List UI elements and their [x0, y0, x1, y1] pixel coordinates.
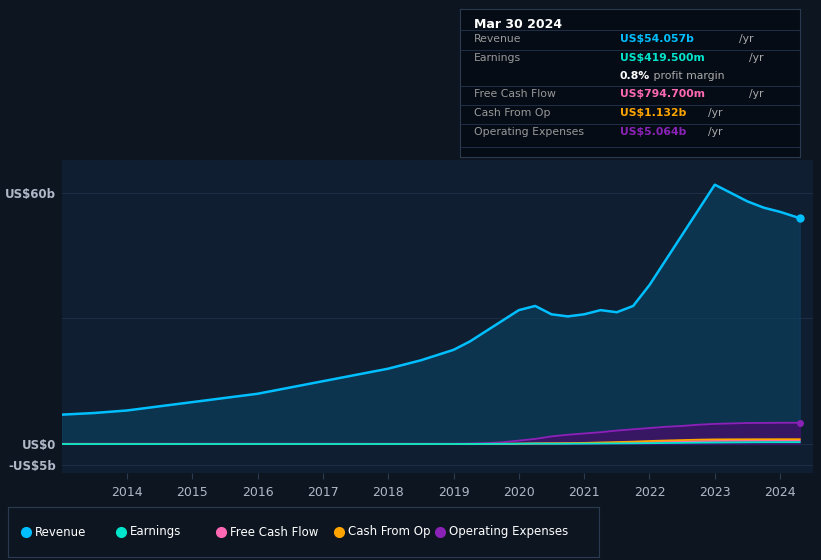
Text: Earnings: Earnings	[130, 525, 181, 539]
Text: US$1.132b: US$1.132b	[620, 108, 686, 118]
Text: Revenue: Revenue	[474, 34, 521, 44]
Text: Revenue: Revenue	[34, 525, 86, 539]
Text: /yr: /yr	[709, 128, 722, 137]
Text: Cash From Op: Cash From Op	[348, 525, 430, 539]
Text: /yr: /yr	[749, 89, 764, 99]
Text: /yr: /yr	[739, 34, 754, 44]
Text: US$54.057b: US$54.057b	[620, 34, 694, 44]
Text: Mar 30 2024: Mar 30 2024	[474, 18, 562, 31]
Text: Operating Expenses: Operating Expenses	[474, 128, 584, 137]
Text: Cash From Op: Cash From Op	[474, 108, 550, 118]
Text: /yr: /yr	[709, 108, 722, 118]
Text: Free Cash Flow: Free Cash Flow	[230, 525, 319, 539]
Text: profit margin: profit margin	[650, 71, 725, 81]
Text: US$794.700m: US$794.700m	[620, 89, 704, 99]
Text: Operating Expenses: Operating Expenses	[448, 525, 568, 539]
Text: US$5.064b: US$5.064b	[620, 128, 686, 137]
Text: US$419.500m: US$419.500m	[620, 53, 704, 63]
Text: /yr: /yr	[749, 53, 764, 63]
Text: Free Cash Flow: Free Cash Flow	[474, 89, 556, 99]
Text: Earnings: Earnings	[474, 53, 521, 63]
Text: 0.8%: 0.8%	[620, 71, 650, 81]
